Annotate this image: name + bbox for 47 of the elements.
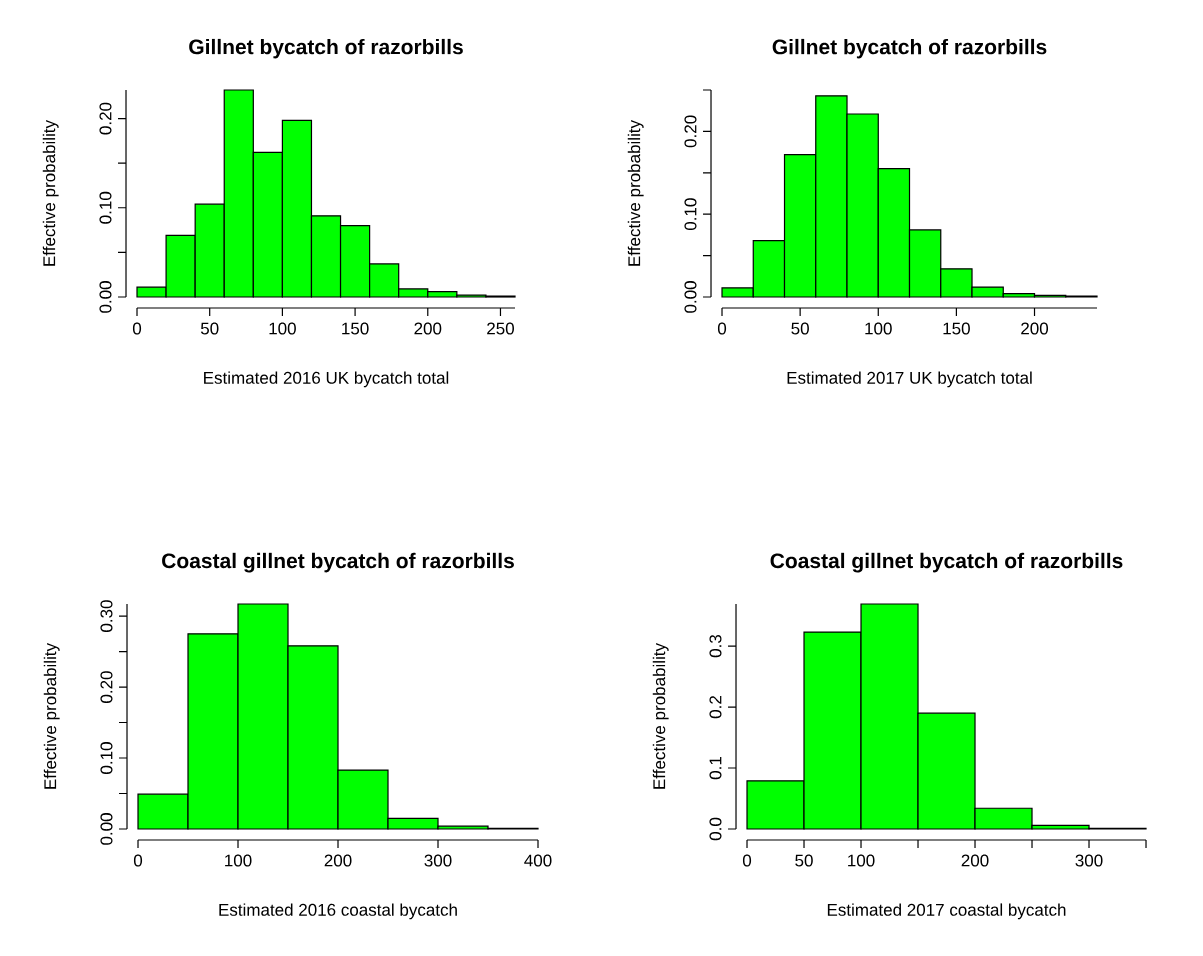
chart-title: Gillnet bycatch of razorbills (772, 38, 1047, 59)
x-tick-label: 0 (717, 322, 727, 335)
y-axis-title: Effective probability (42, 120, 59, 266)
y-tick-label: 0.00 (99, 281, 112, 313)
y-axis-title: Effective probability (43, 643, 60, 789)
x-tick-label: 150 (342, 322, 369, 335)
x-tick-label: 50 (200, 322, 219, 335)
chart-title: Coastal gillnet bycatch of razorbills (162, 552, 514, 573)
y-tick-label: 0.0 (709, 817, 722, 841)
x-tick-label: 100 (865, 322, 892, 335)
x-tick-label: 250 (487, 322, 514, 335)
x-axis-title: Estimated 2016 UK bycatch total (204, 371, 449, 388)
y-tick-label: 0.3 (709, 634, 722, 658)
chart-title: Coastal gillnet bycatch of razorbills (770, 552, 1123, 573)
x-tick-label: 150 (943, 322, 970, 335)
y-tick-label: 0.1 (709, 757, 722, 780)
x-tick-label: 200 (961, 854, 989, 867)
x-tick-label: 0 (133, 854, 143, 867)
y-tick-label: 0.20 (99, 102, 112, 135)
x-tick-label: 300 (424, 854, 452, 867)
y-tick-label: 0.20 (100, 671, 113, 703)
x-tick-label: 0 (742, 854, 752, 867)
x-axis-title: Estimated 2016 coastal bycatch (219, 903, 457, 920)
x-tick-label: 0 (132, 322, 142, 335)
y-tick-label: 0.10 (99, 191, 112, 224)
x-axis-title: Estimated 2017 coastal bycatch (827, 903, 1066, 920)
y-tick-label: 0.00 (100, 813, 113, 845)
x-tick-label: 50 (791, 322, 809, 335)
y-tick-label: 0.10 (100, 742, 113, 774)
x-tick-label: 200 (1021, 322, 1049, 335)
y-tick-label: 0.10 (684, 198, 697, 231)
x-tick-label: 400 (524, 854, 552, 867)
y-axis-title: Effective probability (627, 120, 644, 266)
x-tick-label: 200 (324, 854, 352, 867)
y-axis-title: Effective probability (652, 643, 669, 789)
x-tick-label: 300 (1075, 854, 1103, 867)
x-tick-label: 200 (414, 322, 442, 335)
x-tick-label: 100 (225, 854, 252, 867)
x-tick-label: 50 (795, 854, 813, 867)
x-tick-label: 100 (269, 322, 296, 335)
y-tick-label: 0.2 (709, 696, 722, 719)
y-tick-label: 0.20 (684, 115, 697, 148)
x-tick-label: 100 (848, 854, 875, 867)
chart-title: Gillnet bycatch of razorbills (189, 38, 463, 59)
y-tick-label: 0.00 (684, 281, 697, 313)
x-axis-title: Estimated 2017 UK bycatch total (787, 371, 1032, 388)
y-tick-label: 0.30 (100, 600, 113, 632)
